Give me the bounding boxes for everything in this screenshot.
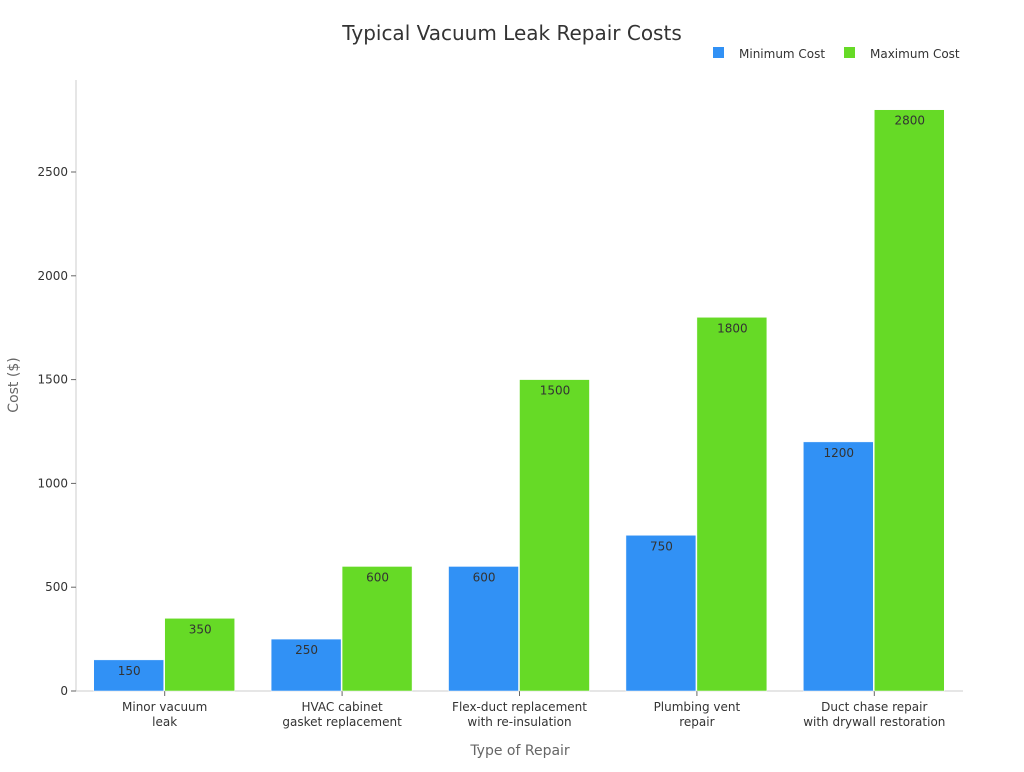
chart-title: Typical Vacuum Leak Repair Costs xyxy=(341,21,682,45)
bar-maximum-cost xyxy=(519,379,590,692)
bar-maximum-cost xyxy=(874,109,945,692)
y-tick-label: 0 xyxy=(60,684,68,698)
data-label: 750 xyxy=(650,539,673,553)
legend: Minimum Cost Maximum Cost xyxy=(713,47,960,61)
y-tick-label: 2500 xyxy=(37,165,68,179)
y-tick-label: 500 xyxy=(45,580,68,594)
data-label: 1500 xyxy=(540,384,571,398)
data-label: 600 xyxy=(473,570,496,584)
bar-minimum-cost xyxy=(625,535,697,692)
data-label: 350 xyxy=(189,622,212,636)
legend-label: Minimum Cost xyxy=(739,47,825,61)
legend-swatch xyxy=(844,47,855,58)
bar-minimum-cost xyxy=(803,441,874,692)
data-label: 250 xyxy=(295,643,318,657)
data-label: 1800 xyxy=(717,321,748,335)
bar-maximum-cost xyxy=(341,566,413,692)
x-tick-label: Plumbing vent repair xyxy=(654,700,741,729)
x-tick-label: Minor vacuum leak xyxy=(122,700,207,729)
data-label: 150 xyxy=(118,664,141,678)
x-tick-label: Duct chase repair with drywall restoratio… xyxy=(803,700,945,729)
x-axis-label: Type of Repair xyxy=(469,743,570,759)
bar-minimum-cost xyxy=(93,659,164,692)
data-label: 1200 xyxy=(824,446,855,460)
data-label: 2800 xyxy=(895,114,926,128)
y-axis-label: Cost ($) xyxy=(6,357,22,412)
bar-minimum-cost xyxy=(448,566,519,692)
bar-maximum-cost xyxy=(164,618,235,692)
legend-label: Maximum Cost xyxy=(870,47,960,61)
y-tick-label: 1000 xyxy=(37,476,68,490)
data-label: 600 xyxy=(366,570,389,584)
legend-swatch xyxy=(713,47,724,58)
y-tick-label: 2000 xyxy=(37,269,68,283)
bar-minimum-cost xyxy=(270,638,342,692)
x-tick-label: Flex-duct replacement with re-insulation xyxy=(452,700,587,729)
x-tick-label: HVAC cabinet gasket replacement xyxy=(282,700,402,729)
y-tick-label: 1500 xyxy=(37,373,68,387)
bar-maximum-cost xyxy=(696,317,768,692)
